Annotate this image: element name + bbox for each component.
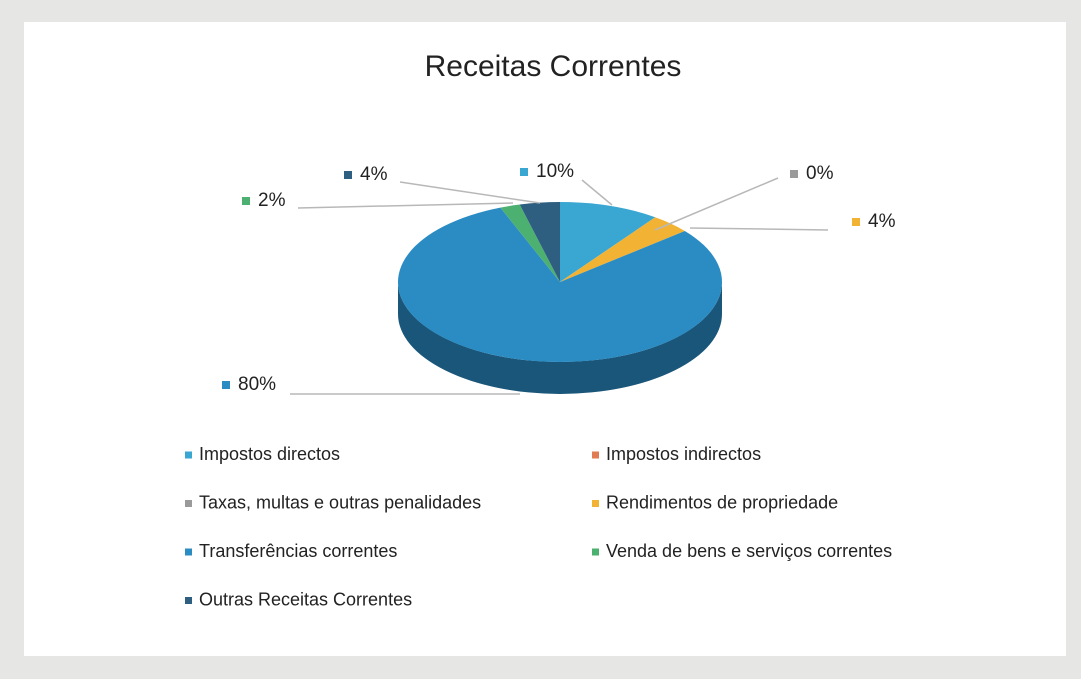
pie-slice [500, 204, 560, 282]
pie-slice [397, 207, 722, 363]
legend-marker [592, 548, 599, 556]
label-marker [222, 381, 230, 389]
chart-title: Receitas Correntes [425, 50, 682, 83]
pie-side [398, 282, 722, 394]
legend-marker [185, 500, 192, 507]
label-marker [520, 168, 528, 176]
legend-label: Transferências correntes [199, 541, 397, 561]
leader-line [399, 181, 541, 204]
data-label: 80% [238, 374, 276, 395]
data-label: 0% [806, 163, 834, 184]
legend-marker [592, 451, 599, 459]
legend-marker [185, 451, 192, 459]
legend-label: Taxas, multas e outras penalidades [199, 492, 481, 512]
pie-slice [560, 202, 656, 282]
label-marker [242, 197, 250, 205]
leader-line [654, 177, 779, 231]
data-label: 10% [536, 161, 574, 182]
data-label: 2% [258, 190, 286, 211]
legend-label: Impostos indirectos [606, 444, 761, 464]
label-marker [852, 218, 860, 226]
leader-line [689, 227, 829, 231]
legend-marker [592, 500, 599, 507]
data-label: 4% [868, 211, 896, 232]
pie-slice [519, 202, 560, 282]
legend-label: Venda de bens e serviços correntes [606, 541, 892, 561]
leader-line [581, 179, 613, 206]
leader-line [297, 202, 514, 209]
data-label: 4% [360, 164, 388, 185]
pie-slice [560, 217, 685, 282]
legend-marker [185, 597, 192, 604]
legend-marker [185, 548, 192, 556]
label-marker [790, 170, 798, 178]
legend-label: Rendimentos de propriedade [606, 492, 838, 512]
legend-label: Impostos directos [199, 444, 340, 464]
legend-label: Outras Receitas Correntes [199, 589, 412, 609]
label-marker [344, 171, 352, 179]
